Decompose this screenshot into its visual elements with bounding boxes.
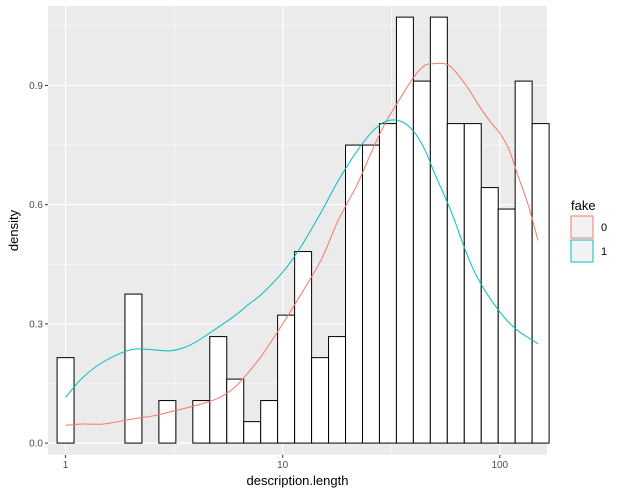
histogram-bar — [158, 400, 177, 444]
x-tick-label: 10 — [277, 460, 289, 471]
density-line-1 — [65, 119, 539, 398]
histogram-bar — [514, 80, 533, 444]
density-lines — [65, 62, 539, 426]
legend: fake 01 — [570, 198, 607, 263]
density-line-0 — [65, 62, 539, 426]
y-tick-label: 0.0 — [29, 439, 43, 450]
histogram-bar — [294, 251, 313, 444]
histogram-bar — [124, 293, 143, 444]
histogram-bar — [243, 421, 262, 444]
y-axis-title: density — [6, 209, 21, 251]
histogram-bar — [446, 123, 465, 444]
legend-key — [570, 239, 594, 263]
histogram-bar — [412, 80, 431, 444]
histogram-bar — [531, 123, 550, 444]
histogram-bar — [226, 378, 245, 444]
x-axis: 1 10 100 — [63, 455, 509, 471]
histogram-bar — [480, 187, 499, 444]
histogram-bar — [209, 336, 228, 444]
histogram-bar — [328, 336, 347, 444]
legend-label: 1 — [601, 246, 607, 258]
x-tick-label: 1 — [63, 460, 69, 471]
y-tick-label: 0.6 — [29, 200, 43, 211]
y-axis: 0.0 0.3 0.6 0.9 — [29, 81, 48, 450]
histogram-bar — [378, 123, 397, 444]
histogram-bar — [56, 357, 75, 444]
histogram-bar — [463, 123, 482, 444]
y-tick-label: 0.9 — [29, 81, 43, 92]
legend-label: 0 — [601, 222, 607, 234]
legend-key — [570, 215, 594, 239]
x-axis-title: description.length — [247, 473, 349, 488]
histogram-bar — [311, 357, 330, 444]
histogram-bar — [260, 400, 279, 444]
histogram-bar — [429, 16, 448, 444]
histogram-bar — [277, 314, 296, 444]
legend-items: 01 — [570, 215, 607, 263]
legend-title: fake — [571, 198, 596, 213]
histogram-bar — [192, 400, 211, 444]
x-tick-label: 100 — [491, 460, 508, 471]
histogram-bar — [361, 144, 380, 444]
y-tick-label: 0.3 — [29, 319, 43, 330]
